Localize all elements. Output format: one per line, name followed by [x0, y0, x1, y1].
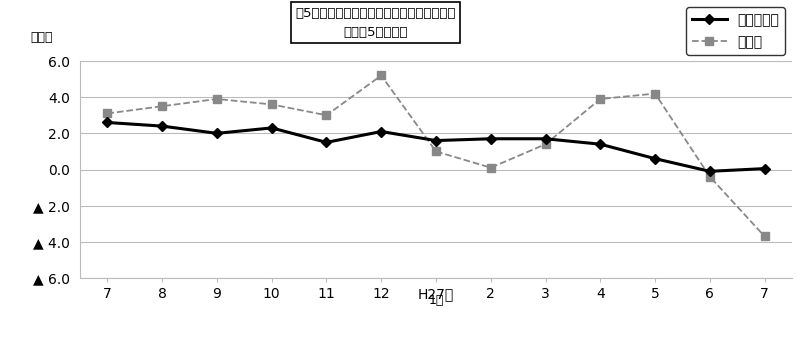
- Legend: 調査産業計, 製造業: 調査産業計, 製造業: [686, 7, 785, 55]
- Text: （％）: （％）: [30, 31, 53, 44]
- Text: 図5　常用労働者数の推移（対前年同月比）
－規模5人以上－: 図5 常用労働者数の推移（対前年同月比） －規模5人以上－: [295, 7, 456, 39]
- Text: 1月: 1月: [428, 294, 444, 307]
